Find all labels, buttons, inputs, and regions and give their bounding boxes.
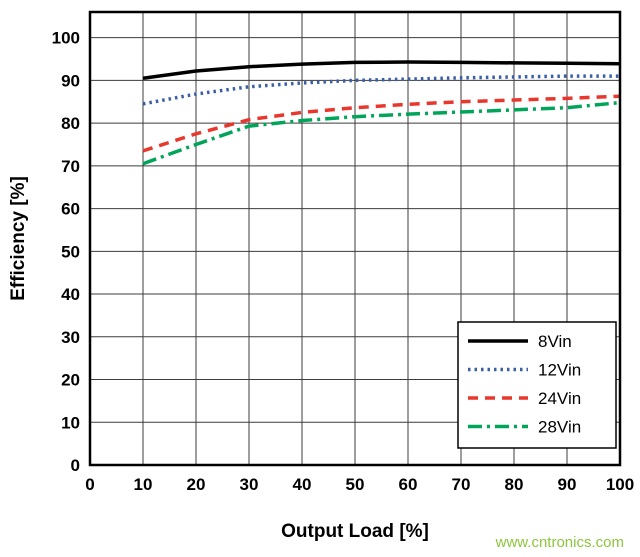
legend-label-28Vin: 28Vin	[538, 418, 581, 437]
x-tick-label: 10	[134, 475, 153, 494]
x-tick-label: 0	[85, 475, 94, 494]
y-tick-label: 20	[61, 371, 80, 390]
x-tick-label: 100	[606, 475, 634, 494]
y-tick-label: 100	[52, 29, 80, 48]
x-tick-label: 70	[452, 475, 471, 494]
x-tick-label: 60	[399, 475, 418, 494]
x-tick-label: 80	[505, 475, 524, 494]
grid-lines	[90, 12, 620, 465]
x-axis-title: Output Load [%]	[281, 521, 429, 542]
y-tick-label: 80	[61, 114, 80, 133]
x-tick-label: 30	[240, 475, 259, 494]
legend: 8Vin 12Vin 24Vin 28Vin	[457, 321, 617, 449]
y-tick-label: 0	[71, 456, 80, 475]
legend-label-12Vin: 12Vin	[538, 361, 581, 380]
legend-label-8Vin: 8Vin	[538, 332, 572, 351]
series-line-8Vin	[142, 60, 621, 80]
series-line-24Vin	[142, 94, 621, 153]
y-tick-label: 30	[61, 328, 80, 347]
x-tick-label: 50	[346, 475, 365, 494]
legend-box	[457, 321, 617, 449]
watermark-link[interactable]: www.cntronics.com	[495, 534, 624, 551]
x-tick-label: 40	[293, 475, 312, 494]
y-tick-label: 40	[61, 285, 80, 304]
plot-border	[88, 10, 622, 467]
legend-label-24Vin: 24Vin	[538, 389, 581, 408]
series-line-28Vin	[142, 100, 621, 166]
y-tick-label: 60	[61, 200, 80, 219]
y-tick-label: 70	[61, 157, 80, 176]
y-tick-label: 50	[61, 242, 80, 261]
x-tick-label: 20	[187, 475, 206, 494]
x-tick-label: 90	[558, 475, 577, 494]
y-tick-label: 10	[61, 413, 80, 432]
y-axis-title: Efficiency [%]	[8, 176, 29, 301]
y-tick-label: 90	[61, 71, 80, 90]
